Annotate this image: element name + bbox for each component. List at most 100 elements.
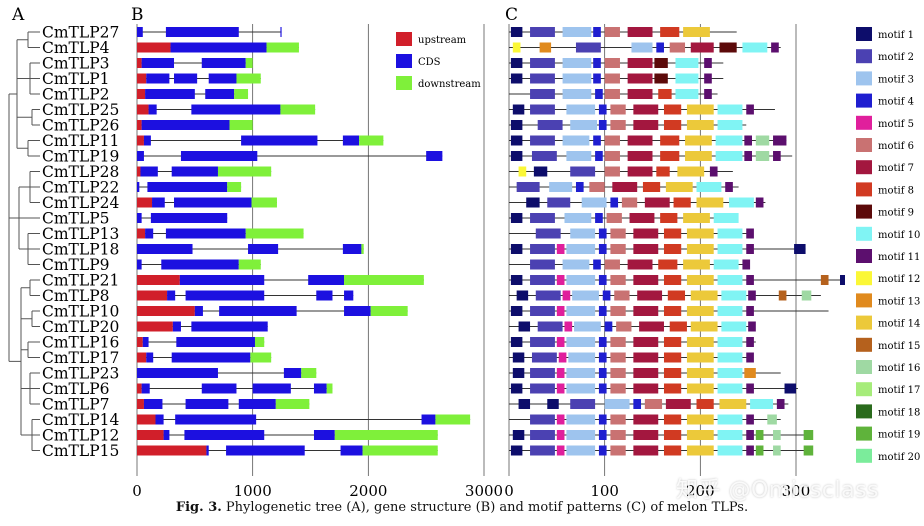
motif-13-box [744, 368, 756, 378]
upstream-segment [137, 306, 195, 316]
motif-4-box [593, 27, 601, 37]
motif-14-box [683, 259, 710, 270]
gene-label: CmTLP27 [42, 24, 119, 42]
cds-segment [145, 228, 154, 239]
motif-6-box [610, 445, 626, 456]
motif-4-box [593, 259, 601, 270]
motif-2-box [530, 89, 555, 99]
motif-3-box [581, 197, 607, 208]
motif-8-box [663, 430, 682, 440]
upstream-segment [137, 42, 171, 53]
motif-2-box [530, 368, 555, 378]
motif-axis-tick: 100 [590, 482, 619, 500]
upstream-segment [137, 445, 207, 456]
motif-3-box [566, 414, 596, 425]
cds-segment [155, 414, 164, 425]
motif-5-box [556, 430, 565, 440]
motif-2-box [575, 42, 601, 53]
motif-5-box [556, 383, 565, 394]
upstream-segment [137, 414, 156, 425]
motif-6-box [604, 89, 620, 99]
motif-7-box [612, 182, 638, 192]
motif-11-box [746, 306, 754, 316]
motif-3-box [566, 337, 596, 347]
cds-segment [174, 73, 198, 84]
motif-4-box [593, 58, 601, 68]
motif-1-box [510, 213, 523, 223]
motif-11-box [773, 151, 781, 161]
motif-10-box [717, 120, 743, 130]
motif-6-box [610, 368, 626, 378]
panel-c-letter: C [505, 5, 518, 25]
motif-6-box [610, 244, 626, 254]
motif-8-box [663, 244, 682, 254]
downstream-segment [254, 337, 265, 347]
motif-4-box [593, 135, 601, 146]
gene-label: CmTLP14 [42, 411, 119, 429]
motif-legend-label: motif 15 [878, 341, 920, 352]
motif-11-box [704, 58, 712, 68]
cds-segment [205, 89, 235, 99]
cds-segment [238, 399, 276, 409]
motif-3-box [572, 290, 599, 301]
motif-14-box [686, 244, 714, 254]
motif-8-box [673, 197, 691, 208]
motif-6-box [610, 352, 626, 363]
motif-axis-tick: 0 [504, 482, 514, 500]
motif-15-box [778, 290, 787, 301]
downstream-segment [266, 42, 299, 53]
motif-4-box [598, 228, 607, 239]
motif-7-box [633, 383, 659, 394]
upstream-segment [137, 197, 153, 208]
motif-6-box [614, 290, 630, 301]
motif-1-box [547, 399, 559, 409]
motif-8-box [642, 182, 661, 192]
motif-11-box [742, 259, 751, 270]
motif-8-box [667, 290, 686, 301]
downstream-segment [245, 228, 304, 239]
motif-19-box [803, 445, 814, 456]
motif-9-box [654, 73, 668, 84]
motif-6-box [604, 151, 620, 161]
motif-legend-label: motif 16 [878, 363, 920, 374]
motif-11-box [746, 104, 754, 115]
motif-4-box [656, 42, 664, 53]
cds-segment [426, 151, 443, 161]
cds-segment [219, 306, 297, 316]
motif-5-box [556, 306, 565, 316]
motif-14-box [686, 445, 714, 456]
gene-label: CmTLP3 [42, 55, 109, 73]
motif-10-box [715, 151, 743, 161]
motif-legend-swatch [856, 204, 872, 219]
motif-6-box [604, 58, 620, 68]
motif-14-box [685, 135, 712, 146]
motif-14-box [686, 306, 714, 316]
motif-legend-swatch [856, 49, 872, 64]
motif-2-box [530, 58, 555, 68]
motif-3-box [570, 120, 598, 130]
motif-14-box [686, 120, 714, 130]
motif-16-box [767, 414, 777, 425]
motif-4-box [598, 368, 607, 378]
motif-10-box [675, 58, 699, 68]
motif-16-box [755, 151, 770, 161]
downstream-segment [370, 306, 408, 316]
motif-3-box [566, 244, 596, 254]
motif-7-box [633, 430, 659, 440]
gene-axis-tick: 3000 [465, 482, 503, 500]
motif-11-box [746, 430, 754, 440]
motif-2-box [530, 213, 555, 223]
downstream-segment [251, 197, 277, 208]
cds-segment [147, 182, 228, 192]
motif-14-box [686, 430, 714, 440]
motif-2-box [530, 73, 555, 84]
motif-1-box [510, 27, 523, 37]
motif-2-box [531, 151, 557, 161]
gene-label: CmTLP5 [42, 210, 109, 228]
motif-6-box [606, 213, 622, 223]
motif-3-box [566, 306, 596, 316]
motif-5-box [556, 275, 565, 285]
gene-legend-label: CDS [418, 57, 441, 68]
gene-label: CmTLP9 [42, 256, 109, 274]
motif-1-box [512, 368, 525, 378]
